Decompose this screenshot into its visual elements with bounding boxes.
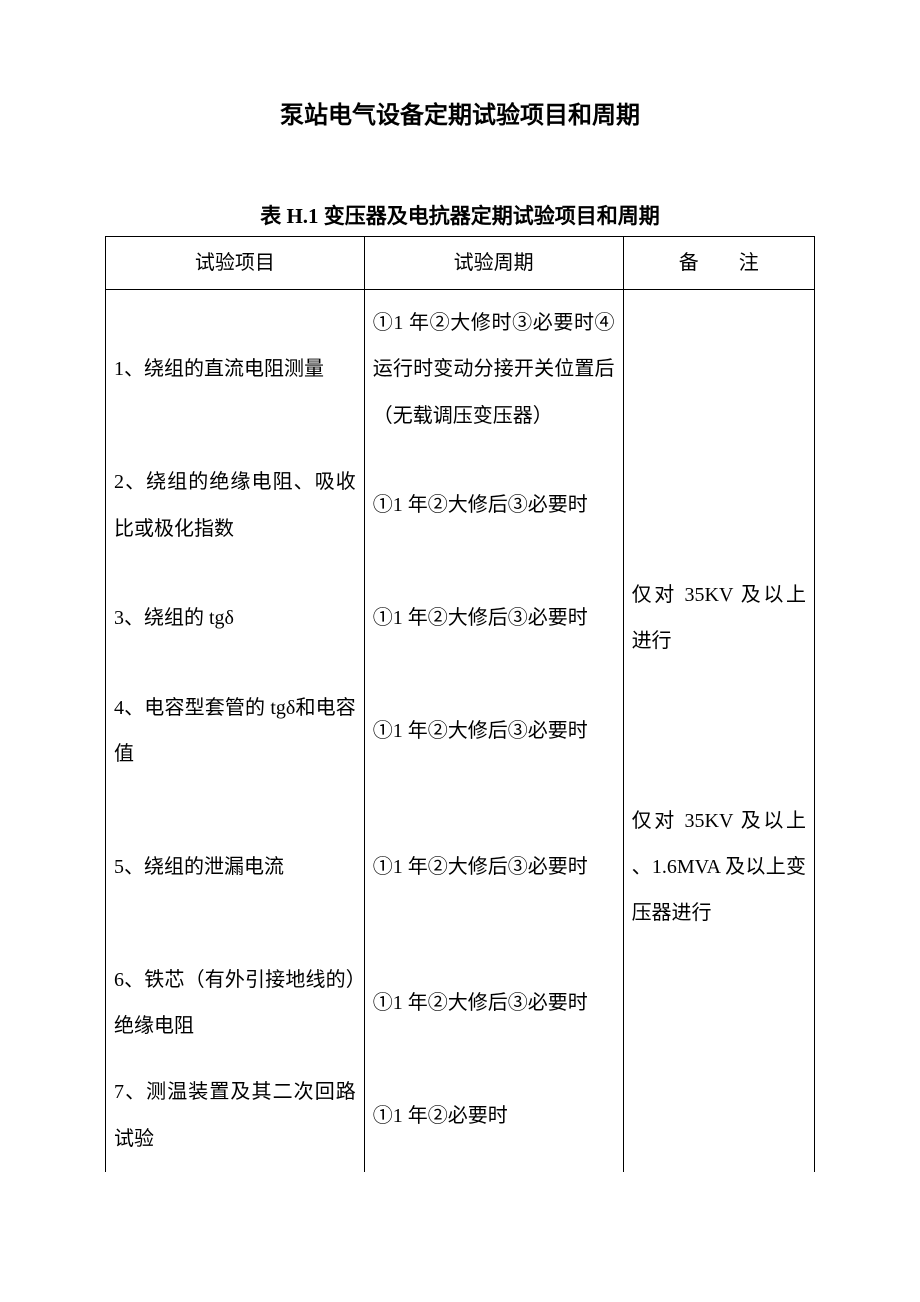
cell-note (623, 1059, 814, 1172)
cell-item: 2、绕组的绝缘电阻、吸收比或极化指数 (106, 449, 365, 562)
table-row: 5、绕组的泄漏电流 ①1 年②大修后③必要时 仅对 35KV 及以上 、1.6M… (106, 788, 815, 947)
table-row: 3、绕组的 tgδ ①1 年②大修后③必要时 仅对 35KV 及以上进行 (106, 562, 815, 675)
cell-note: 仅对 35KV 及以上 、1.6MVA 及以上变压器进行 (623, 788, 814, 947)
cell-period: ①1 年②大修后③必要时 (364, 562, 623, 675)
cell-note (623, 449, 814, 562)
cell-item: 1、绕组的直流电阻测量 (106, 290, 365, 450)
col-header-item: 试验项目 (106, 237, 365, 290)
cell-note (623, 947, 814, 1060)
table-header-row: 试验项目 试验周期 备 注 (106, 237, 815, 290)
cell-period: ①1 年②大修后③必要时 (364, 788, 623, 947)
cell-note: 仅对 35KV 及以上进行 (623, 562, 814, 675)
cell-item: 5、绕组的泄漏电流 (106, 788, 365, 947)
col-header-period: 试验周期 (364, 237, 623, 290)
col-header-note: 备 注 (623, 237, 814, 290)
cell-period: ①1 年②大修后③必要时 (364, 675, 623, 788)
cell-note (623, 675, 814, 788)
test-schedule-table: 试验项目 试验周期 备 注 1、绕组的直流电阻测量 ①1 年②大修时③必要时④运… (105, 236, 815, 1172)
table-row: 6、铁芯（有外引接地线的）绝缘电阻 ①1 年②大修后③必要时 (106, 947, 815, 1060)
cell-period: ①1 年②大修后③必要时 (364, 449, 623, 562)
cell-period: ①1 年②必要时 (364, 1059, 623, 1172)
cell-item: 7、测温装置及其二次回路试验 (106, 1059, 365, 1172)
cell-item: 3、绕组的 tgδ (106, 562, 365, 675)
cell-period: ①1 年②大修后③必要时 (364, 947, 623, 1060)
cell-item: 4、电容型套管的 tgδ和电容值 (106, 675, 365, 788)
table-row: 1、绕组的直流电阻测量 ①1 年②大修时③必要时④运行时变动分接开关位置后（无载… (106, 290, 815, 450)
document-title: 泵站电气设备定期试验项目和周期 (105, 95, 815, 130)
cell-item: 6、铁芯（有外引接地线的）绝缘电阻 (106, 947, 365, 1060)
table-row: 4、电容型套管的 tgδ和电容值 ①1 年②大修后③必要时 (106, 675, 815, 788)
cell-note (623, 290, 814, 450)
cell-period: ①1 年②大修时③必要时④运行时变动分接开关位置后（无载调压变压器） (364, 290, 623, 450)
table-caption: 表 H.1 变压器及电抗器定期试验项目和周期 (105, 200, 815, 230)
table-row: 7、测温装置及其二次回路试验 ①1 年②必要时 (106, 1059, 815, 1172)
table-row: 2、绕组的绝缘电阻、吸收比或极化指数 ①1 年②大修后③必要时 (106, 449, 815, 562)
